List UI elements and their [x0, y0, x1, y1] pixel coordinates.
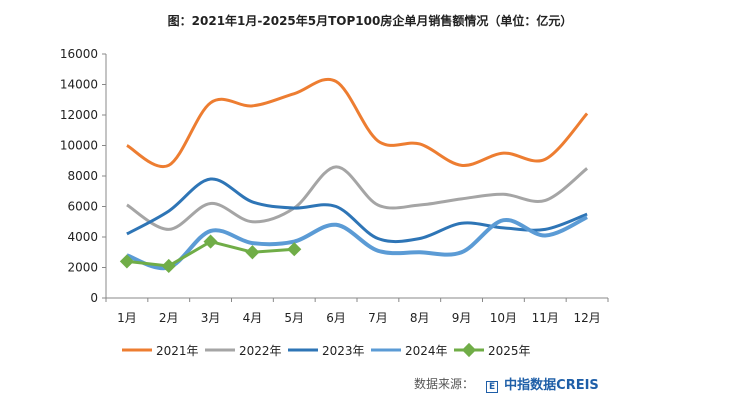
legend-label: 2025年 [488, 344, 531, 358]
logo-icon: E [486, 381, 499, 393]
x-tick-label: 12月 [573, 311, 600, 325]
series-2025年 [119, 234, 302, 274]
source-logo-text: 中指数据CREIS [504, 378, 599, 393]
y-tick-label: 0 [90, 291, 98, 305]
series-line [126, 77, 589, 169]
data-point [245, 245, 260, 260]
series-line [126, 177, 588, 244]
data-point [119, 254, 134, 269]
series-2022年 [126, 165, 589, 231]
data-point [287, 242, 302, 257]
series-line [126, 165, 589, 231]
x-tick-label: 4月 [243, 311, 263, 325]
y-tick-label: 10000 [60, 139, 98, 153]
series-2023年 [126, 177, 588, 244]
y-tick-label: 4000 [67, 230, 98, 244]
x-tick-label: 8月 [410, 311, 430, 325]
y-tick-label: 2000 [67, 261, 98, 275]
source-logo: E 中指数据CREIS [486, 374, 599, 393]
x-tick-label: 11月 [532, 311, 559, 325]
x-tick-label: 9月 [452, 311, 472, 325]
y-tick-label: 16000 [60, 47, 98, 61]
y-tick-label: 14000 [60, 78, 98, 92]
y-tick-label: 8000 [67, 169, 98, 183]
series-2024年 [126, 215, 588, 271]
chart-title: 图：2021年1月-2025年5月TOP100房企单月销售额情况（单位：亿元） [167, 14, 573, 28]
source-label: 数据来源： [414, 377, 475, 391]
x-tick-label: 3月 [201, 311, 221, 325]
y-tick-label: 12000 [60, 108, 98, 122]
x-tick-label: 1月 [117, 311, 137, 325]
x-tick-label: 6月 [326, 311, 346, 325]
x-tick-label: 10月 [490, 311, 517, 325]
y-tick-label: 6000 [67, 200, 98, 214]
x-tick-label: 5月 [284, 311, 304, 325]
x-tick-label: 7月 [368, 311, 388, 325]
series-line [126, 215, 588, 271]
legend-label: 2021年 [156, 344, 199, 358]
legend-label: 2022年 [239, 344, 282, 358]
legend-label: 2023年 [322, 344, 365, 358]
legend-marker-icon [461, 342, 477, 358]
x-tick-label: 2月 [159, 311, 179, 325]
data-point [203, 234, 218, 249]
data-point [161, 258, 176, 274]
legend-label: 2024年 [405, 344, 448, 358]
series-2021年 [126, 77, 589, 169]
